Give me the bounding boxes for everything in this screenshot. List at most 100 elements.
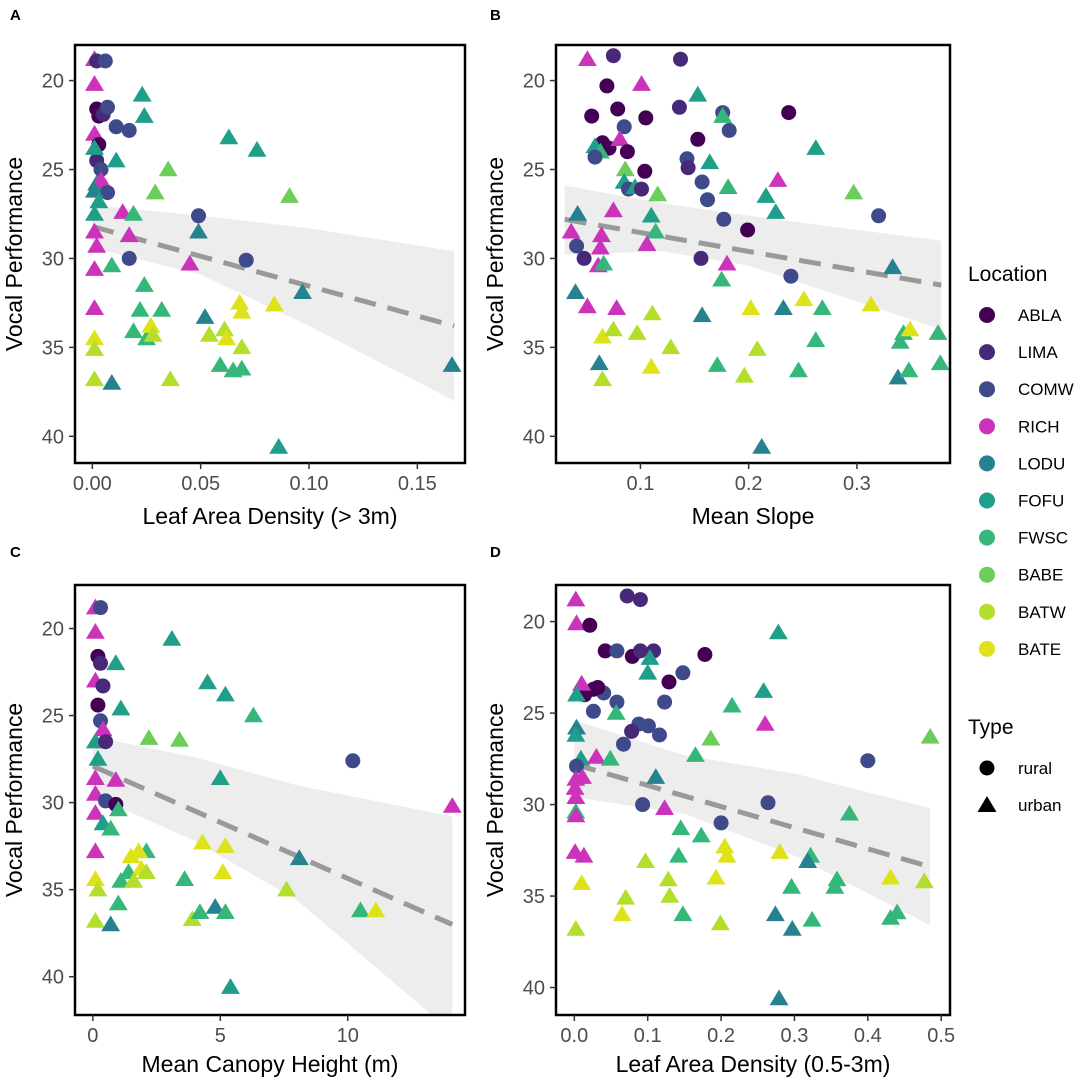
data-point-comw-rural [700,192,715,208]
data-point-comw-rural [640,718,656,734]
data-point-rich-urban [655,799,674,815]
data-point-abla-rural [590,680,606,695]
data-point-comw-rural [121,250,137,266]
data-point-bate-urban [641,357,661,374]
data-point-rich-urban [603,201,623,218]
data-point-fofu-urban [88,750,108,766]
x-tick-label: 0.5 [927,1025,955,1047]
data-point-bate-urban [193,833,212,850]
data-point-lodu-urban [566,283,585,299]
data-point-rich-urban [85,769,105,785]
data-point-abla-rural [584,108,600,124]
data-point-comw-rural [93,162,109,177]
plot-area [565,588,940,1006]
data-point-rich-urban [566,806,586,823]
data-point-babe-urban [145,183,165,200]
data-point-lima-rural [605,48,621,64]
data-point-comw-rural [657,694,673,710]
data-point-lodu-urban [888,368,908,385]
data-point-rich-urban [85,222,104,239]
data-point-rich-urban [85,804,105,820]
data-point-comw-rural [713,815,729,831]
data-point-rich-urban [607,299,627,315]
y-tick-label: 25 [42,160,64,182]
data-point-bate-urban [85,870,105,886]
data-point-fofu-urban [754,682,774,698]
data-point-fwsc-urban [789,361,808,378]
data-point-bate-urban [881,868,900,885]
data-point-fofu-urban [700,153,720,170]
confidence-band [574,720,931,926]
data-point-fwsc-urban [108,894,128,911]
data-point-batw-urban [747,340,767,356]
data-point-fofu-urban [566,726,586,742]
data-point-abla-rural [597,643,613,659]
legend-label-rich: RICH [1018,417,1060,436]
x-tick-label: 0.2 [735,473,763,495]
data-point-fofu-urban [247,140,267,157]
legend-swatch-babe [979,566,995,583]
data-point-babe-urban [615,160,635,177]
y-tick-label: 40 [523,426,545,448]
panel-d: D 0.0 0.1 0.2 0.3 0.4 0.5 20 25 30 35 40 Leaf Area D… [482,544,955,1077]
data-point-fwsc-urban [102,256,122,273]
data-point-bate-urban [572,874,592,890]
legend-shape-circle [979,760,995,776]
x-tick-label: 0.05 [181,473,220,495]
data-point-batw-urban [710,914,730,931]
panel-letter: B [490,7,501,24]
data-point-comw-rural [569,238,585,254]
x-axis-title: Mean Canopy Height (m) [142,1051,399,1077]
data-point-batw-urban [627,324,647,340]
data-point-fwsc-urban [111,872,131,888]
data-point-fofu-urban [89,192,109,209]
plot-area [561,48,950,454]
data-point-rich-urban [566,788,586,804]
data-point-batw-urban [658,870,678,887]
data-point-rich-urban [717,254,737,271]
data-point-bate-urban [717,846,737,863]
data-point-rich-urban [561,222,581,239]
data-point-lodu-urban [773,299,793,315]
data-point-babe-urban [158,160,178,177]
panel-letter: D [490,544,501,561]
data-point-lima-rural [576,250,592,266]
data-point-batw-urban [85,340,104,356]
x-tick-label: 10 [337,1025,359,1047]
data-point-fwsc-urban [606,704,626,720]
y-tick-label: 20 [523,71,545,93]
data-point-babe-urban [139,729,159,745]
data-point-comw-rural [716,211,732,227]
data-point-fwsc-urban [215,903,235,919]
data-point-lodu-urban [189,222,208,239]
x-tick-label: 0.2 [707,1025,735,1047]
data-point-fwsc-urban [930,354,950,371]
data-point-fofu-urban [221,978,240,994]
x-tick-label: 0.3 [843,473,871,495]
panel-a: A 0.00 0.05 0.10 0.15 20 25 30 35 40 Leaf Area Den… [1,7,467,529]
data-point-batw-urban [616,888,636,905]
data-point-lodu-urban [568,205,588,221]
data-point-fwsc-urban [840,804,859,821]
data-point-rich-urban [565,779,585,795]
data-point-abla-rural [599,78,615,94]
legend-swatch-lodu [979,455,995,472]
data-point-lima-rural [632,592,648,608]
data-point-fwsc-urban [890,333,910,349]
x-tick-label: 0.00 [73,473,112,495]
x-tick-label: 0.0 [560,1025,588,1047]
data-point-fofu-urban [768,623,788,640]
data-point-fwsc-urban [712,270,732,287]
data-point-fwsc-urban [130,301,150,317]
data-point-fwsc-urban [190,903,210,919]
data-point-comw-rural [721,122,737,138]
x-axis-title: Leaf Area Density (0.5-3m) [616,1051,891,1077]
data-point-fwsc-urban [887,903,907,920]
data-point-rich-urban [85,623,105,639]
data-point-rich-urban [119,226,139,243]
y-tick-label: 35 [523,337,545,359]
panel-border [554,583,952,1017]
data-point-fofu-urban [106,654,126,671]
legend-swatch-comw [979,381,995,398]
data-point-fwsc-urban [825,877,845,894]
